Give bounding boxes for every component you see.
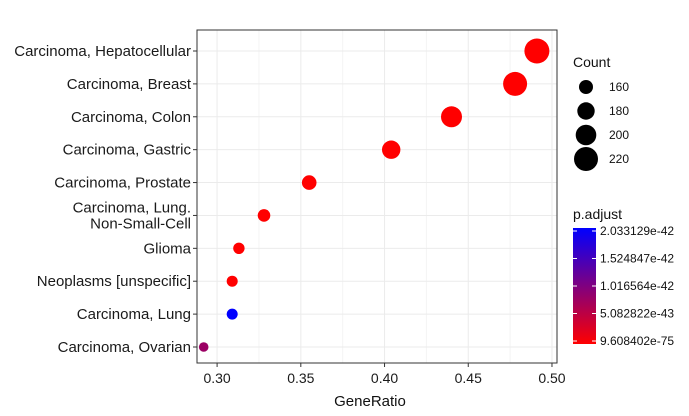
y-tick-label: Carcinoma, Prostate — [54, 175, 191, 192]
x-axis-title: GeneRatio — [334, 393, 406, 410]
color-legend-label: 2.033129e-42 — [600, 224, 674, 238]
y-tick-label-line: Carcinoma, Prostate — [54, 175, 191, 192]
size-legend-key — [575, 124, 597, 146]
size-legend: Count 160 180 200 220 — [573, 54, 629, 171]
y-tick-label: Carcinoma, Colon — [71, 109, 191, 126]
y-tick-label-line: Carcinoma, Gastric — [63, 142, 192, 159]
y-tick-label-line: Carcinoma, Ovarian — [58, 339, 191, 356]
size-legend-label: 200 — [609, 128, 629, 142]
size-legend-label: 220 — [609, 152, 629, 166]
y-tick-label: Carcinoma, Gastric — [63, 142, 192, 159]
data-point — [524, 38, 550, 64]
x-tick-label: 0.45 — [455, 370, 482, 386]
color-legend-title: p.adjust — [573, 206, 622, 222]
y-tick-label: Carcinoma, Lung — [77, 306, 191, 323]
y-tick-label-line: Carcinoma, Breast — [67, 76, 192, 93]
color-legend: p.adjust 2.033129e-42 1.524847e-42 1.01656… — [573, 206, 674, 348]
data-point — [257, 209, 271, 222]
y-tick-label-line: Carcinoma, Lung — [77, 306, 191, 323]
y-tick-label-line: Glioma — [143, 240, 191, 257]
y-tick-label-line: Carcinoma, Lung. — [73, 199, 191, 216]
size-legend-key — [579, 80, 593, 94]
data-point — [226, 308, 238, 320]
grid-layer — [197, 30, 557, 363]
color-legend-label: 9.608402e-75 — [600, 334, 674, 348]
color-legend-label: 5.082822e-43 — [600, 307, 674, 321]
color-legend-label: 1.524847e-42 — [600, 252, 674, 266]
y-tick-label: Neoplasms [unspecific] — [37, 273, 191, 290]
data-point — [233, 242, 245, 254]
x-tick-label: 0.40 — [371, 370, 398, 386]
x-tick-label: 0.35 — [287, 370, 314, 386]
y-tick-label-line: Neoplasms [unspecific] — [37, 273, 191, 290]
size-legend-title: Count — [573, 54, 610, 70]
size-legend-label: 160 — [609, 80, 629, 94]
data-point — [441, 106, 462, 128]
panel-border — [196, 29, 558, 364]
y-tick-label: Glioma — [143, 240, 191, 257]
data-point — [382, 140, 401, 159]
points-layer — [198, 38, 550, 352]
size-legend-key — [574, 147, 598, 171]
x-axis: 0.30 0.35 0.40 0.45 0.50 — [203, 363, 566, 386]
y-tick-label: Carcinoma, Hepatocellular — [14, 43, 191, 60]
y-tick-label: Carcinoma, Ovarian — [58, 339, 191, 356]
y-tick-label-line: Carcinoma, Colon — [71, 109, 191, 126]
size-legend-label: 180 — [609, 104, 629, 118]
y-tick-label-line: Carcinoma, Hepatocellular — [14, 43, 191, 60]
data-point — [198, 342, 209, 352]
y-tick-label: Carcinoma, Breast — [67, 76, 192, 93]
y-tick-label-line: Non-Small-Cell — [90, 215, 191, 232]
data-point — [301, 175, 317, 190]
color-legend-label: 1.016564e-42 — [600, 279, 674, 293]
color-legend-gradient-bar — [573, 228, 596, 344]
data-point — [226, 275, 238, 287]
y-tick-label: Carcinoma, Lung. Non-Small-Cell — [73, 199, 191, 232]
data-point — [503, 71, 528, 96]
x-tick-label: 0.30 — [203, 370, 230, 386]
size-legend-key — [577, 102, 595, 120]
panel-layer — [196, 29, 558, 364]
y-axis: Carcinoma, Hepatocellular Carcinoma, Brea… — [14, 43, 197, 356]
x-tick-label: 0.50 — [538, 370, 565, 386]
